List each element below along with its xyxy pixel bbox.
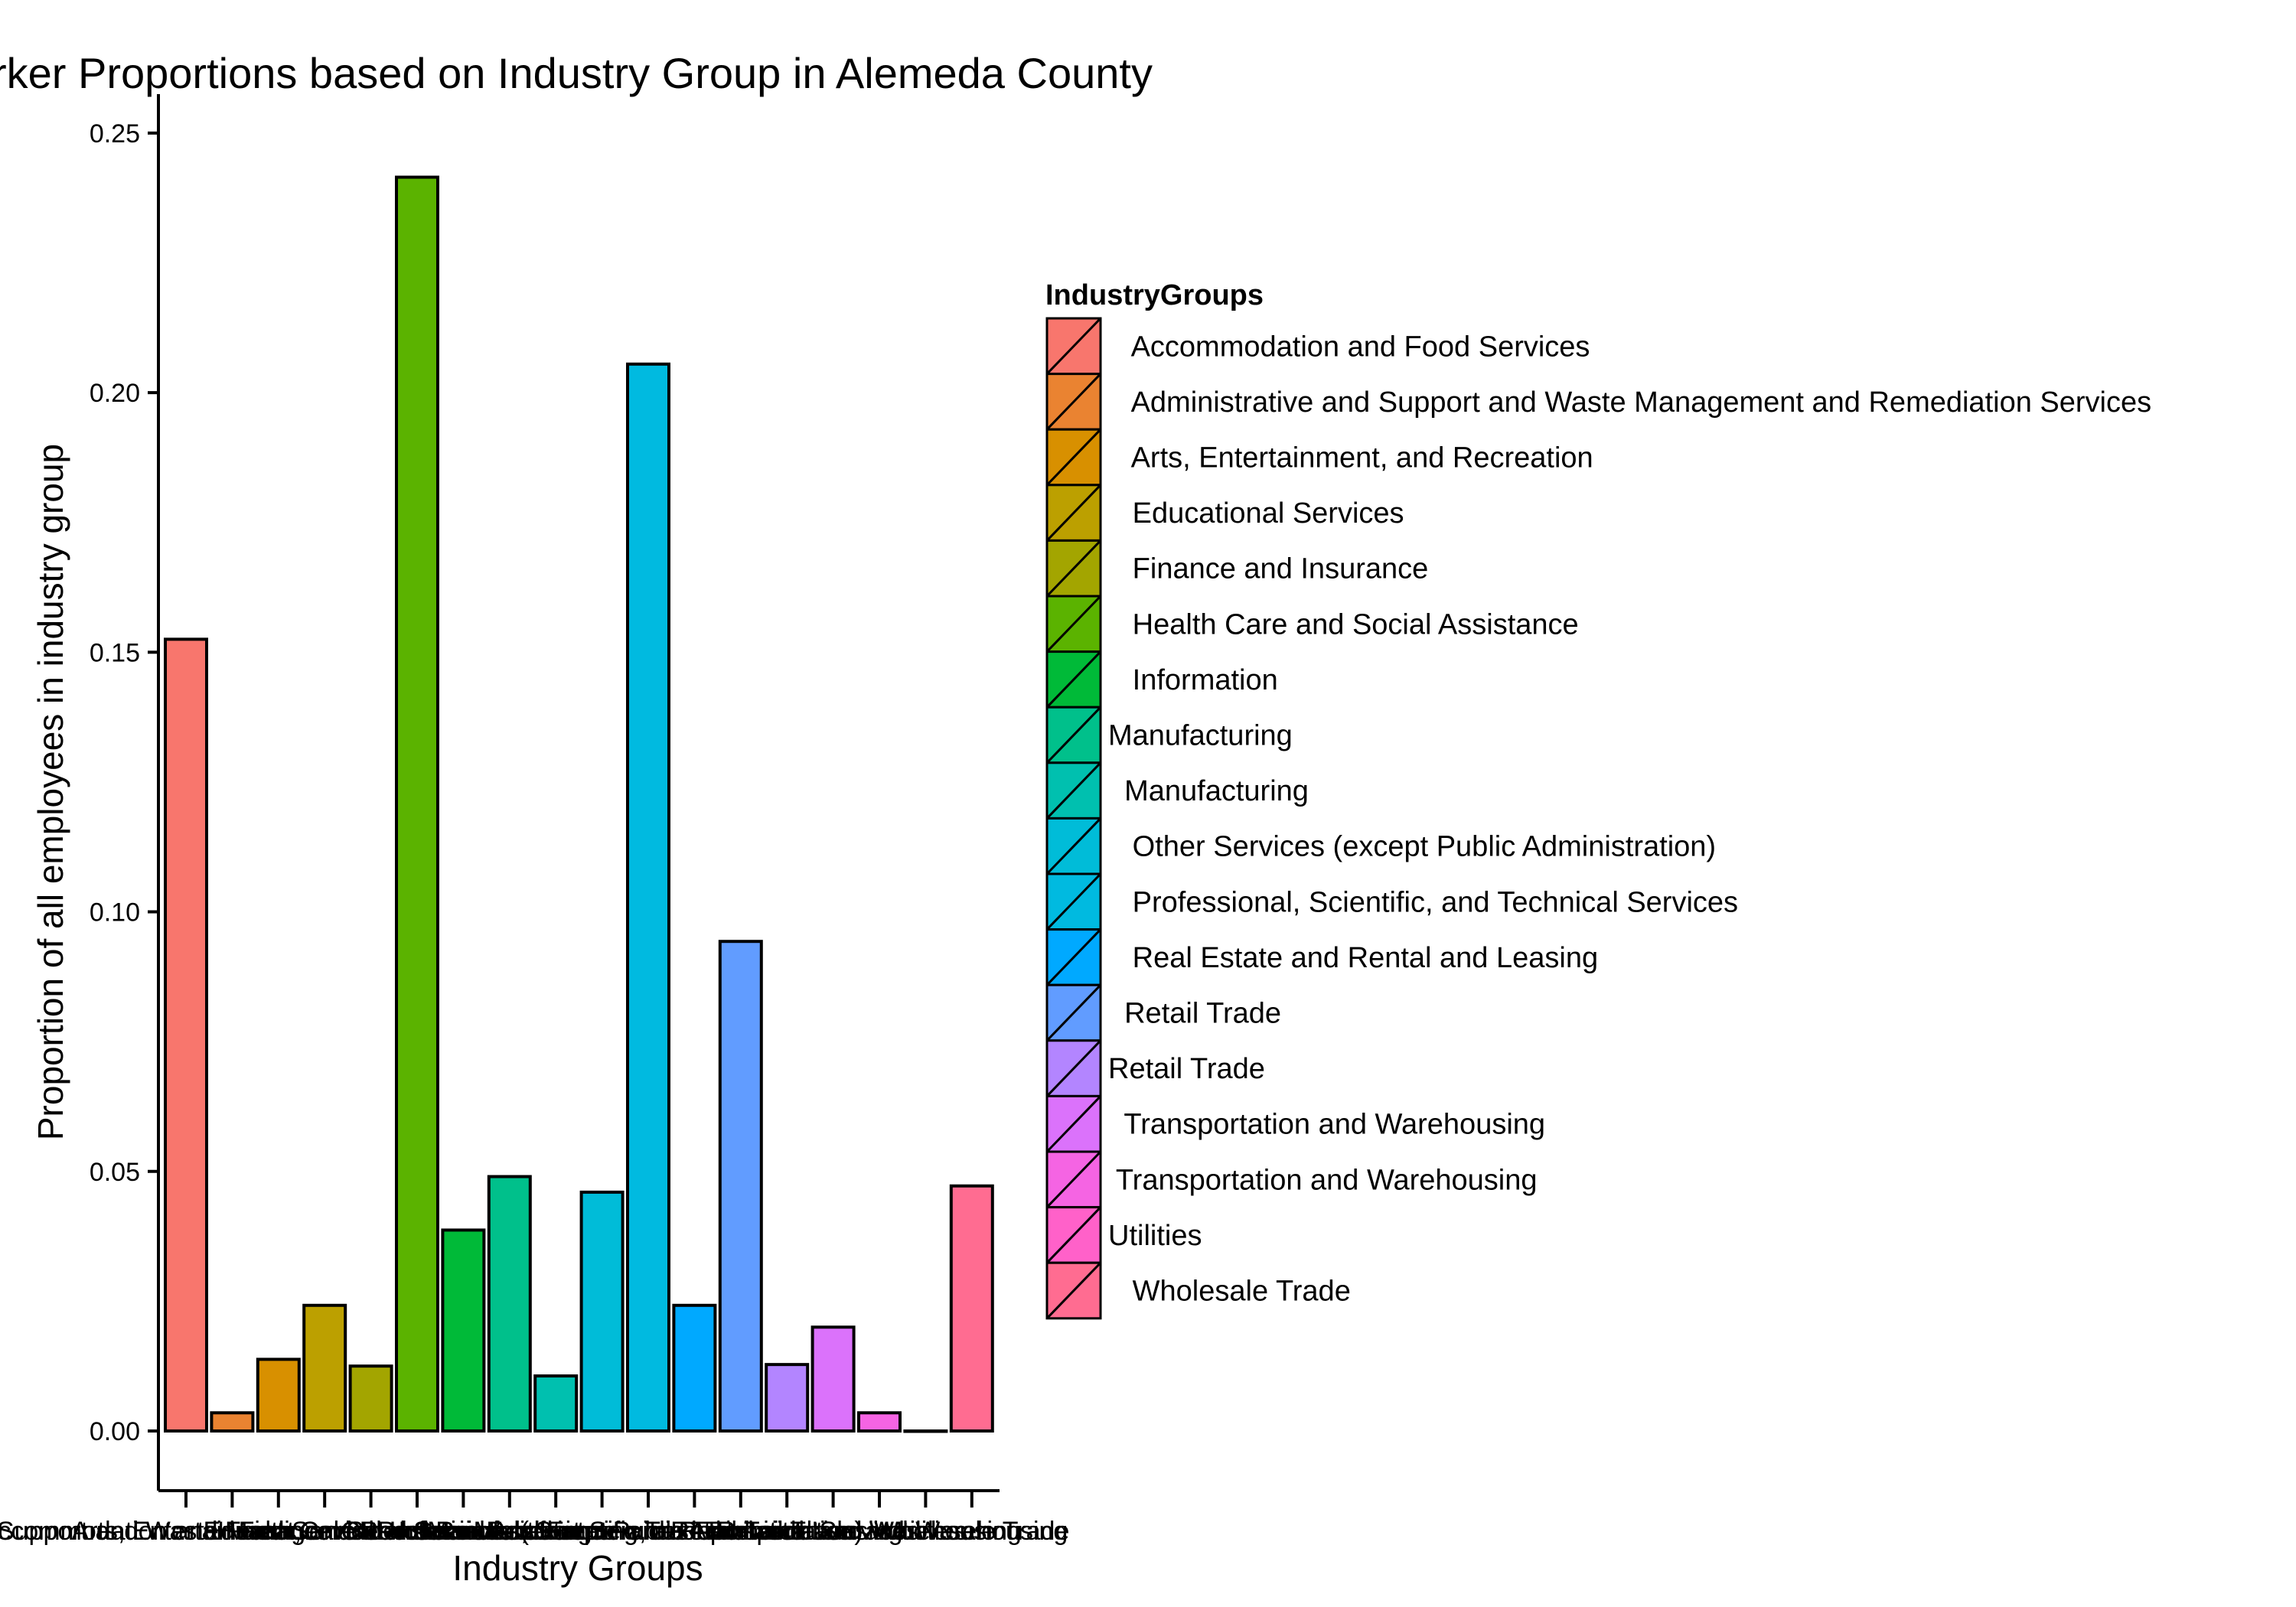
legend-label: Transportation and Warehousing (1108, 1164, 1537, 1196)
x-axis-label: Industry Groups (452, 1548, 703, 1588)
bar (395, 175, 439, 1433)
x-tick-label: Retail Trade (717, 1517, 857, 1546)
legend-item: Retail Trade (1045, 983, 1281, 1042)
x-tick-label: Manufacturing (473, 1517, 638, 1546)
x-tick-label: Professional, Scientific, and Technical … (377, 1517, 919, 1546)
legend-item: Transportation and Warehousing (1045, 1150, 1537, 1209)
legend-label: Health Care and Social Assistance (1108, 608, 1579, 641)
bar (487, 1175, 532, 1433)
x-tick-label: Utilities (884, 1517, 968, 1546)
legend: IndustryGroups Accommodation and Food Se… (1045, 279, 2151, 1320)
y-tick-label: 0.15 (90, 638, 140, 667)
bar (626, 362, 670, 1433)
x-tick-label: Information (398, 1517, 528, 1546)
legend-label: Manufacturing (1108, 720, 1293, 752)
legend-item: Utilities (1045, 1206, 1202, 1264)
legend-label: Educational Services (1108, 497, 1404, 530)
x-tick-label: Arts, Entertainment, and Recreation (72, 1517, 486, 1546)
bars (164, 175, 994, 1433)
bar (672, 1303, 717, 1433)
legend-item: Educational Services (1045, 484, 1404, 542)
bar (210, 1411, 255, 1433)
legend-item: Wholesale Trade (1045, 1261, 1351, 1320)
legend-label: Arts, Entertainment, and Recreation (1108, 442, 1593, 474)
legend-label: Other Services (except Public Administra… (1108, 831, 1716, 863)
bar (348, 1364, 393, 1433)
x-tick-label: Finance and Insurance (239, 1517, 504, 1546)
y-axis: 0.00 0.05 0.10 0.15 0.20 0.25 (90, 94, 160, 1491)
y-tick-label: 0.00 (90, 1417, 140, 1446)
bar (533, 1374, 579, 1433)
legend-label: Accommodation and Food Services (1108, 331, 1590, 363)
legend-item: Arts, Entertainment, and Recreation (1045, 428, 1593, 487)
legend-item: Administrative and Support and Waste Man… (1045, 373, 2151, 431)
bar (949, 1184, 994, 1433)
legend-item: Manufacturing (1045, 761, 1309, 820)
legend-label: Utilities (1108, 1220, 1202, 1252)
bar (302, 1303, 347, 1433)
legend-label: Retail Trade (1108, 1053, 1265, 1085)
bar (718, 940, 763, 1433)
legend-title: IndustryGroups (1045, 279, 1264, 311)
y-tick-label: 0.20 (90, 379, 140, 408)
x-tick-label: Accommodation and Food Services (0, 1517, 391, 1546)
legend-label: Professional, Scientific, and Technical … (1108, 886, 1738, 918)
x-tick-label: Health Care and Social Assistance (217, 1517, 617, 1546)
legend-item: Finance and Insurance (1045, 539, 1428, 598)
legend-item: Health Care and Social Assistance (1045, 595, 1579, 654)
legend-label: Information (1108, 664, 1278, 696)
legend-label: Finance and Insurance (1108, 553, 1428, 585)
x-tick-label: Retail Trade (670, 1517, 810, 1546)
bar (441, 1228, 486, 1433)
legend-item: Retail Trade (1045, 1039, 1265, 1097)
x-tick-label: Transportation and Warehousing (644, 1517, 1022, 1546)
bar (857, 1411, 902, 1433)
legend-item: Real Estate and Rental and Leasing (1045, 928, 1598, 986)
legend-label: Administrative and Support and Waste Man… (1108, 386, 2151, 419)
y-axis-label: Proportion of all employees in industry … (31, 444, 70, 1140)
legend-item: Accommodation and Food Services (1045, 317, 1590, 376)
x-tick-label: Administrative and Support and Waste Man… (0, 1517, 689, 1546)
bar (765, 1363, 810, 1433)
y-tick-label: 0.05 (90, 1158, 140, 1187)
chart-title: rker Proportions based on Industry Group… (0, 49, 1153, 97)
legend-label: Manufacturing (1108, 775, 1309, 807)
bar (903, 1429, 948, 1433)
bar (810, 1325, 856, 1433)
x-tick-label: Manufacturing (427, 1517, 592, 1546)
bar (256, 1358, 301, 1433)
x-tick-label: Real Estate and Rental and Leasing (486, 1517, 902, 1546)
legend-label: Real Estate and Rental and Leasing (1108, 942, 1598, 974)
y-tick-label: 0.25 (90, 119, 140, 148)
x-tick-label: Wholesale Trade (874, 1517, 1069, 1546)
x-tick-label: Transportation and Warehousing (691, 1517, 1068, 1546)
legend-label: Transportation and Warehousing (1108, 1109, 1545, 1141)
x-tick-label: Other Services (except Public Administra… (341, 1517, 863, 1546)
x-tick-label: Educational Services (203, 1517, 446, 1546)
bar (164, 637, 208, 1433)
legend-item: Transportation and Warehousing (1045, 1094, 1545, 1153)
legend-label: Retail Trade (1108, 998, 1281, 1030)
legend-item: Professional, Scientific, and Technical … (1045, 872, 1738, 931)
bar (579, 1190, 625, 1433)
legend-item: Manufacturing (1045, 706, 1293, 764)
y-tick-label: 0.10 (90, 898, 140, 927)
legend-label: Wholesale Trade (1108, 1276, 1351, 1308)
x-axis: Accommodation and Food ServicesAdministr… (0, 1489, 1069, 1546)
legend-item: Information (1045, 650, 1278, 709)
legend-item: Other Services (except Public Administra… (1045, 817, 1716, 875)
